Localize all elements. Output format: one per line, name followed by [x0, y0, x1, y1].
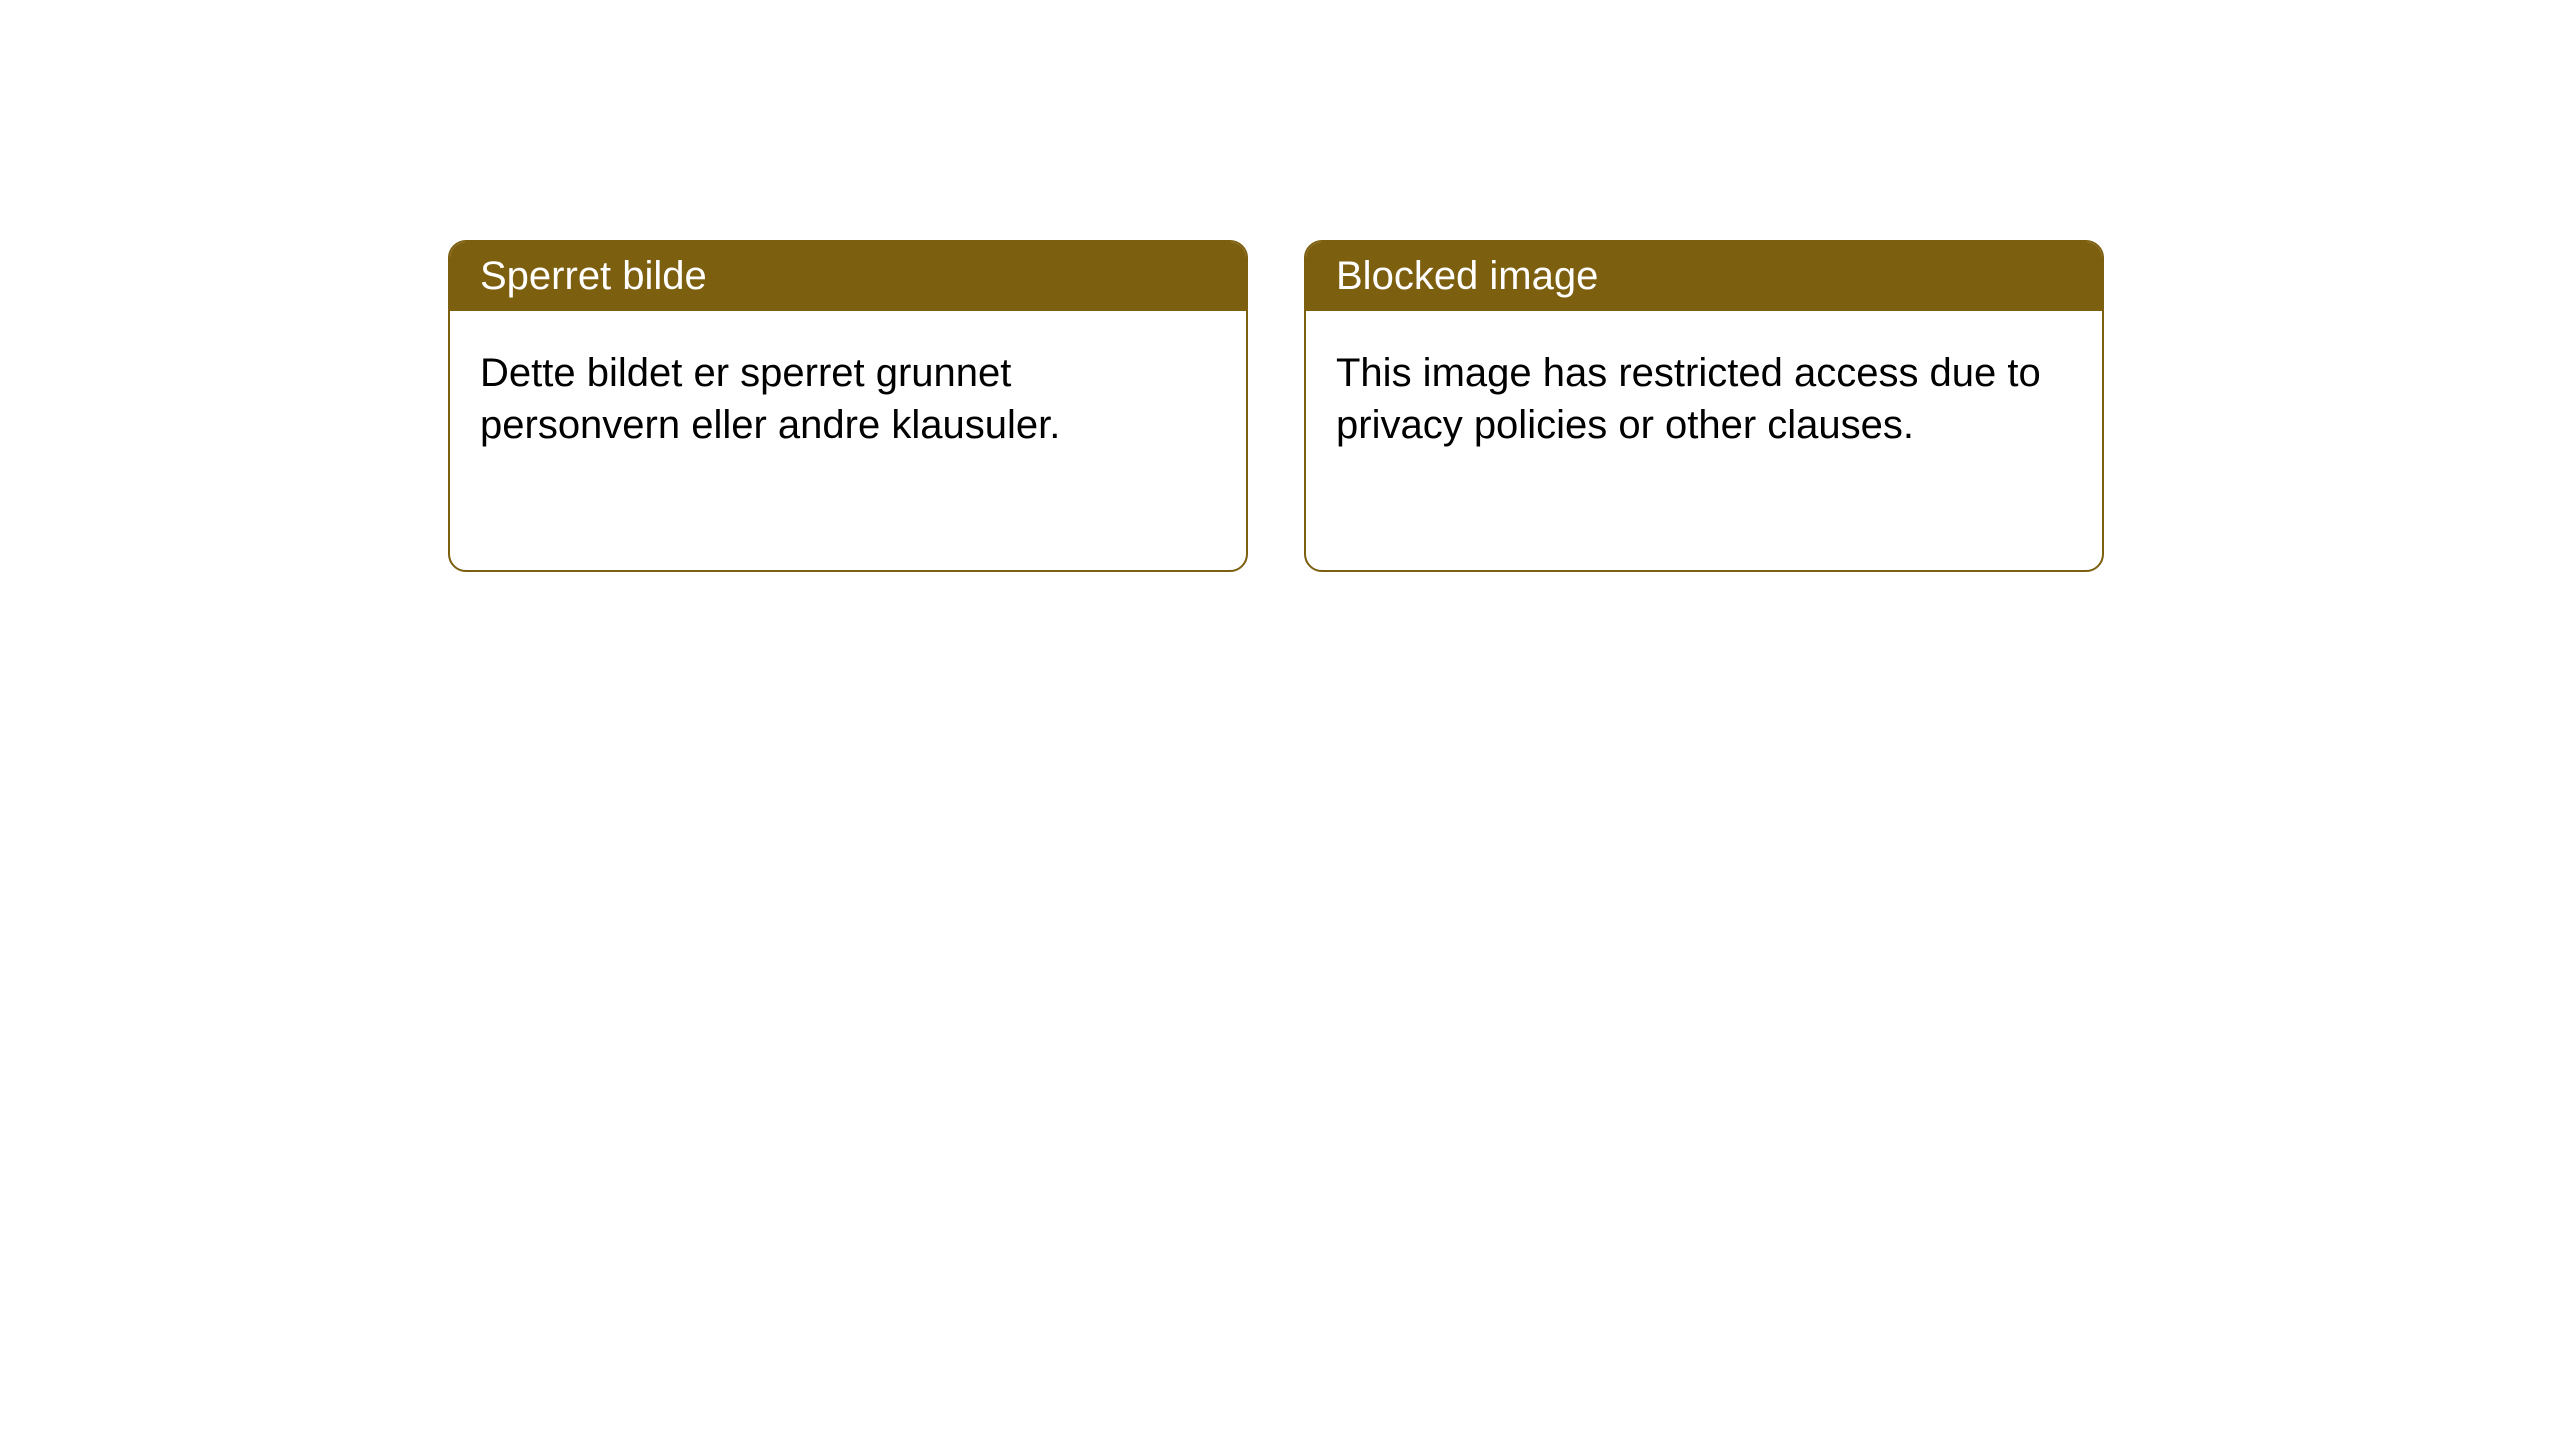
notice-title-norwegian: Sperret bilde: [450, 242, 1246, 311]
notice-title-english: Blocked image: [1306, 242, 2102, 311]
notice-body-english: This image has restricted access due to …: [1306, 311, 2102, 487]
notice-card-english: Blocked image This image has restricted …: [1304, 240, 2104, 572]
notice-body-norwegian: Dette bildet er sperret grunnet personve…: [450, 311, 1246, 487]
blocked-image-notices: Sperret bilde Dette bildet er sperret gr…: [448, 240, 2104, 572]
notice-card-norwegian: Sperret bilde Dette bildet er sperret gr…: [448, 240, 1248, 572]
